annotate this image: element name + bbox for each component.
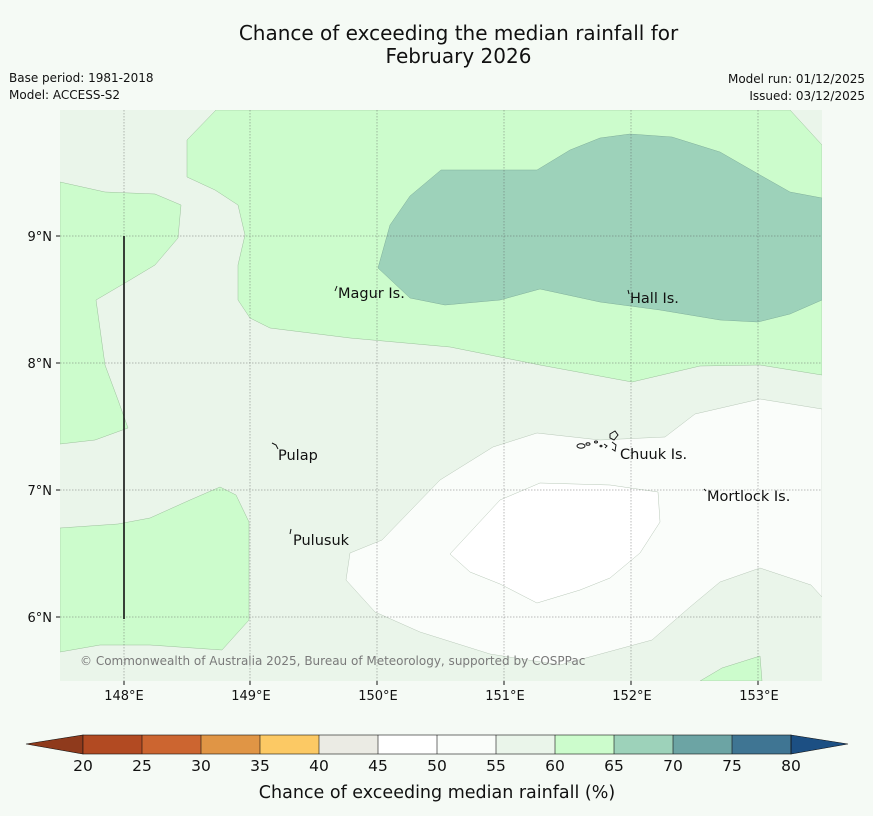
colorbar-bin-35-40 (260, 735, 319, 754)
chuuk-lagoon-shape (576, 430, 619, 452)
colorbar-below-20-arrow (25, 734, 84, 755)
zone-65-70 (377, 133, 822, 323)
pulusuk-island-shape (289, 528, 292, 535)
place-label-hall: Hall Is. (630, 291, 679, 307)
lat-tick-7n: 7°N (28, 484, 53, 499)
colorbar-bin-70-75 (673, 735, 732, 754)
colorbar-bin-65-70 (614, 735, 673, 754)
colorbar-label-40: 40 (309, 757, 329, 775)
hall-island-shape (627, 289, 630, 295)
colorbar-label-75: 75 (722, 757, 742, 775)
pulap-island-shape (271, 442, 279, 450)
place-label-pulap: Pulap (278, 448, 318, 464)
colorbar-bin-40-45 (319, 735, 378, 754)
lon-tick-151: 151°E (485, 689, 525, 704)
colorbar-label-65: 65 (604, 757, 624, 775)
zone-60-65-southeast (699, 655, 763, 681)
base-period: Base period: 1981-2018 (9, 71, 154, 85)
place-label-magur: Magur Is. (338, 286, 405, 302)
lat-tick-6n: 6°N (28, 611, 53, 626)
colorbar-dividers (141, 735, 733, 754)
copyright-credit: © Commonwealth of Australia 2025, Bureau… (80, 654, 585, 668)
colorbar-bin-50-55 (437, 735, 496, 754)
lat-tick-9n: 9°N (28, 230, 53, 245)
colorbar-bin-30-35 (201, 735, 260, 754)
colorbar-bin-55-60 (496, 735, 555, 754)
lat-tick-8n: 8°N (28, 357, 53, 372)
meta-right: Model run: 01/12/2025 Issued: 03/12/2025 (728, 71, 865, 105)
colorbar-label-60: 60 (545, 757, 565, 775)
zone-60-65-west-lower (60, 486, 250, 653)
zone-60-65-west-upper (60, 181, 182, 445)
title-line-1: Chance of exceeding the median rainfall … (238, 21, 679, 45)
lon-tick-153: 153°E (739, 689, 779, 704)
colorbar-bin-75-80 (732, 735, 791, 754)
map-area (60, 110, 822, 681)
island-markers (271, 285, 707, 535)
colorbar-title: Chance of exceeding median rainfall (%) (259, 783, 615, 803)
colorbar (25, 734, 849, 755)
title-line-2: February 2026 (385, 44, 532, 68)
model-run: Model run: 01/12/2025 (727, 72, 865, 86)
meta-left: Base period: 1981-2018 Model: ACCESS-S2 (9, 70, 154, 104)
colorbar-above-80-arrow (790, 734, 849, 755)
colorbar-bin-45-50 (378, 735, 437, 754)
colorbar-label-45: 45 (368, 757, 388, 775)
zone-45-50 (449, 482, 661, 604)
colorbar-bin-25-30 (142, 735, 201, 754)
colorbar-label-80: 80 (781, 757, 801, 775)
colorbar-label-55: 55 (486, 757, 506, 775)
colorbar-label-70: 70 (663, 757, 683, 775)
place-label-chuuk: Chuuk Is. (620, 447, 687, 463)
colorbar-label-20: 20 (73, 757, 93, 775)
model-name: Model: ACCESS-S2 (9, 88, 121, 102)
colorbar-label-35: 35 (250, 757, 270, 775)
magur-island-shape (334, 285, 338, 292)
colorbar-label-30: 30 (191, 757, 211, 775)
colorbar-label-25: 25 (132, 757, 152, 775)
lon-tick-149: 149°E (231, 689, 271, 704)
colorbar-bin-20-25 (83, 735, 142, 754)
place-label-mortlock: Mortlock Is. (707, 489, 790, 505)
chart-title: Chance of exceeding the median rainfall … (0, 22, 873, 68)
lon-tick-152: 152°E (612, 689, 652, 704)
mortlock-island-shape (703, 488, 707, 492)
lon-tick-150: 150°E (358, 689, 398, 704)
place-label-pulusuk: Pulusuk (293, 533, 350, 549)
axis-tick-marks (56, 235, 759, 685)
colorbar-label-50: 50 (427, 757, 447, 775)
colorbar-bin-60-65 (555, 735, 614, 754)
issued-date: Issued: 03/12/2025 (749, 89, 865, 103)
lon-tick-148: 148°E (104, 689, 144, 704)
